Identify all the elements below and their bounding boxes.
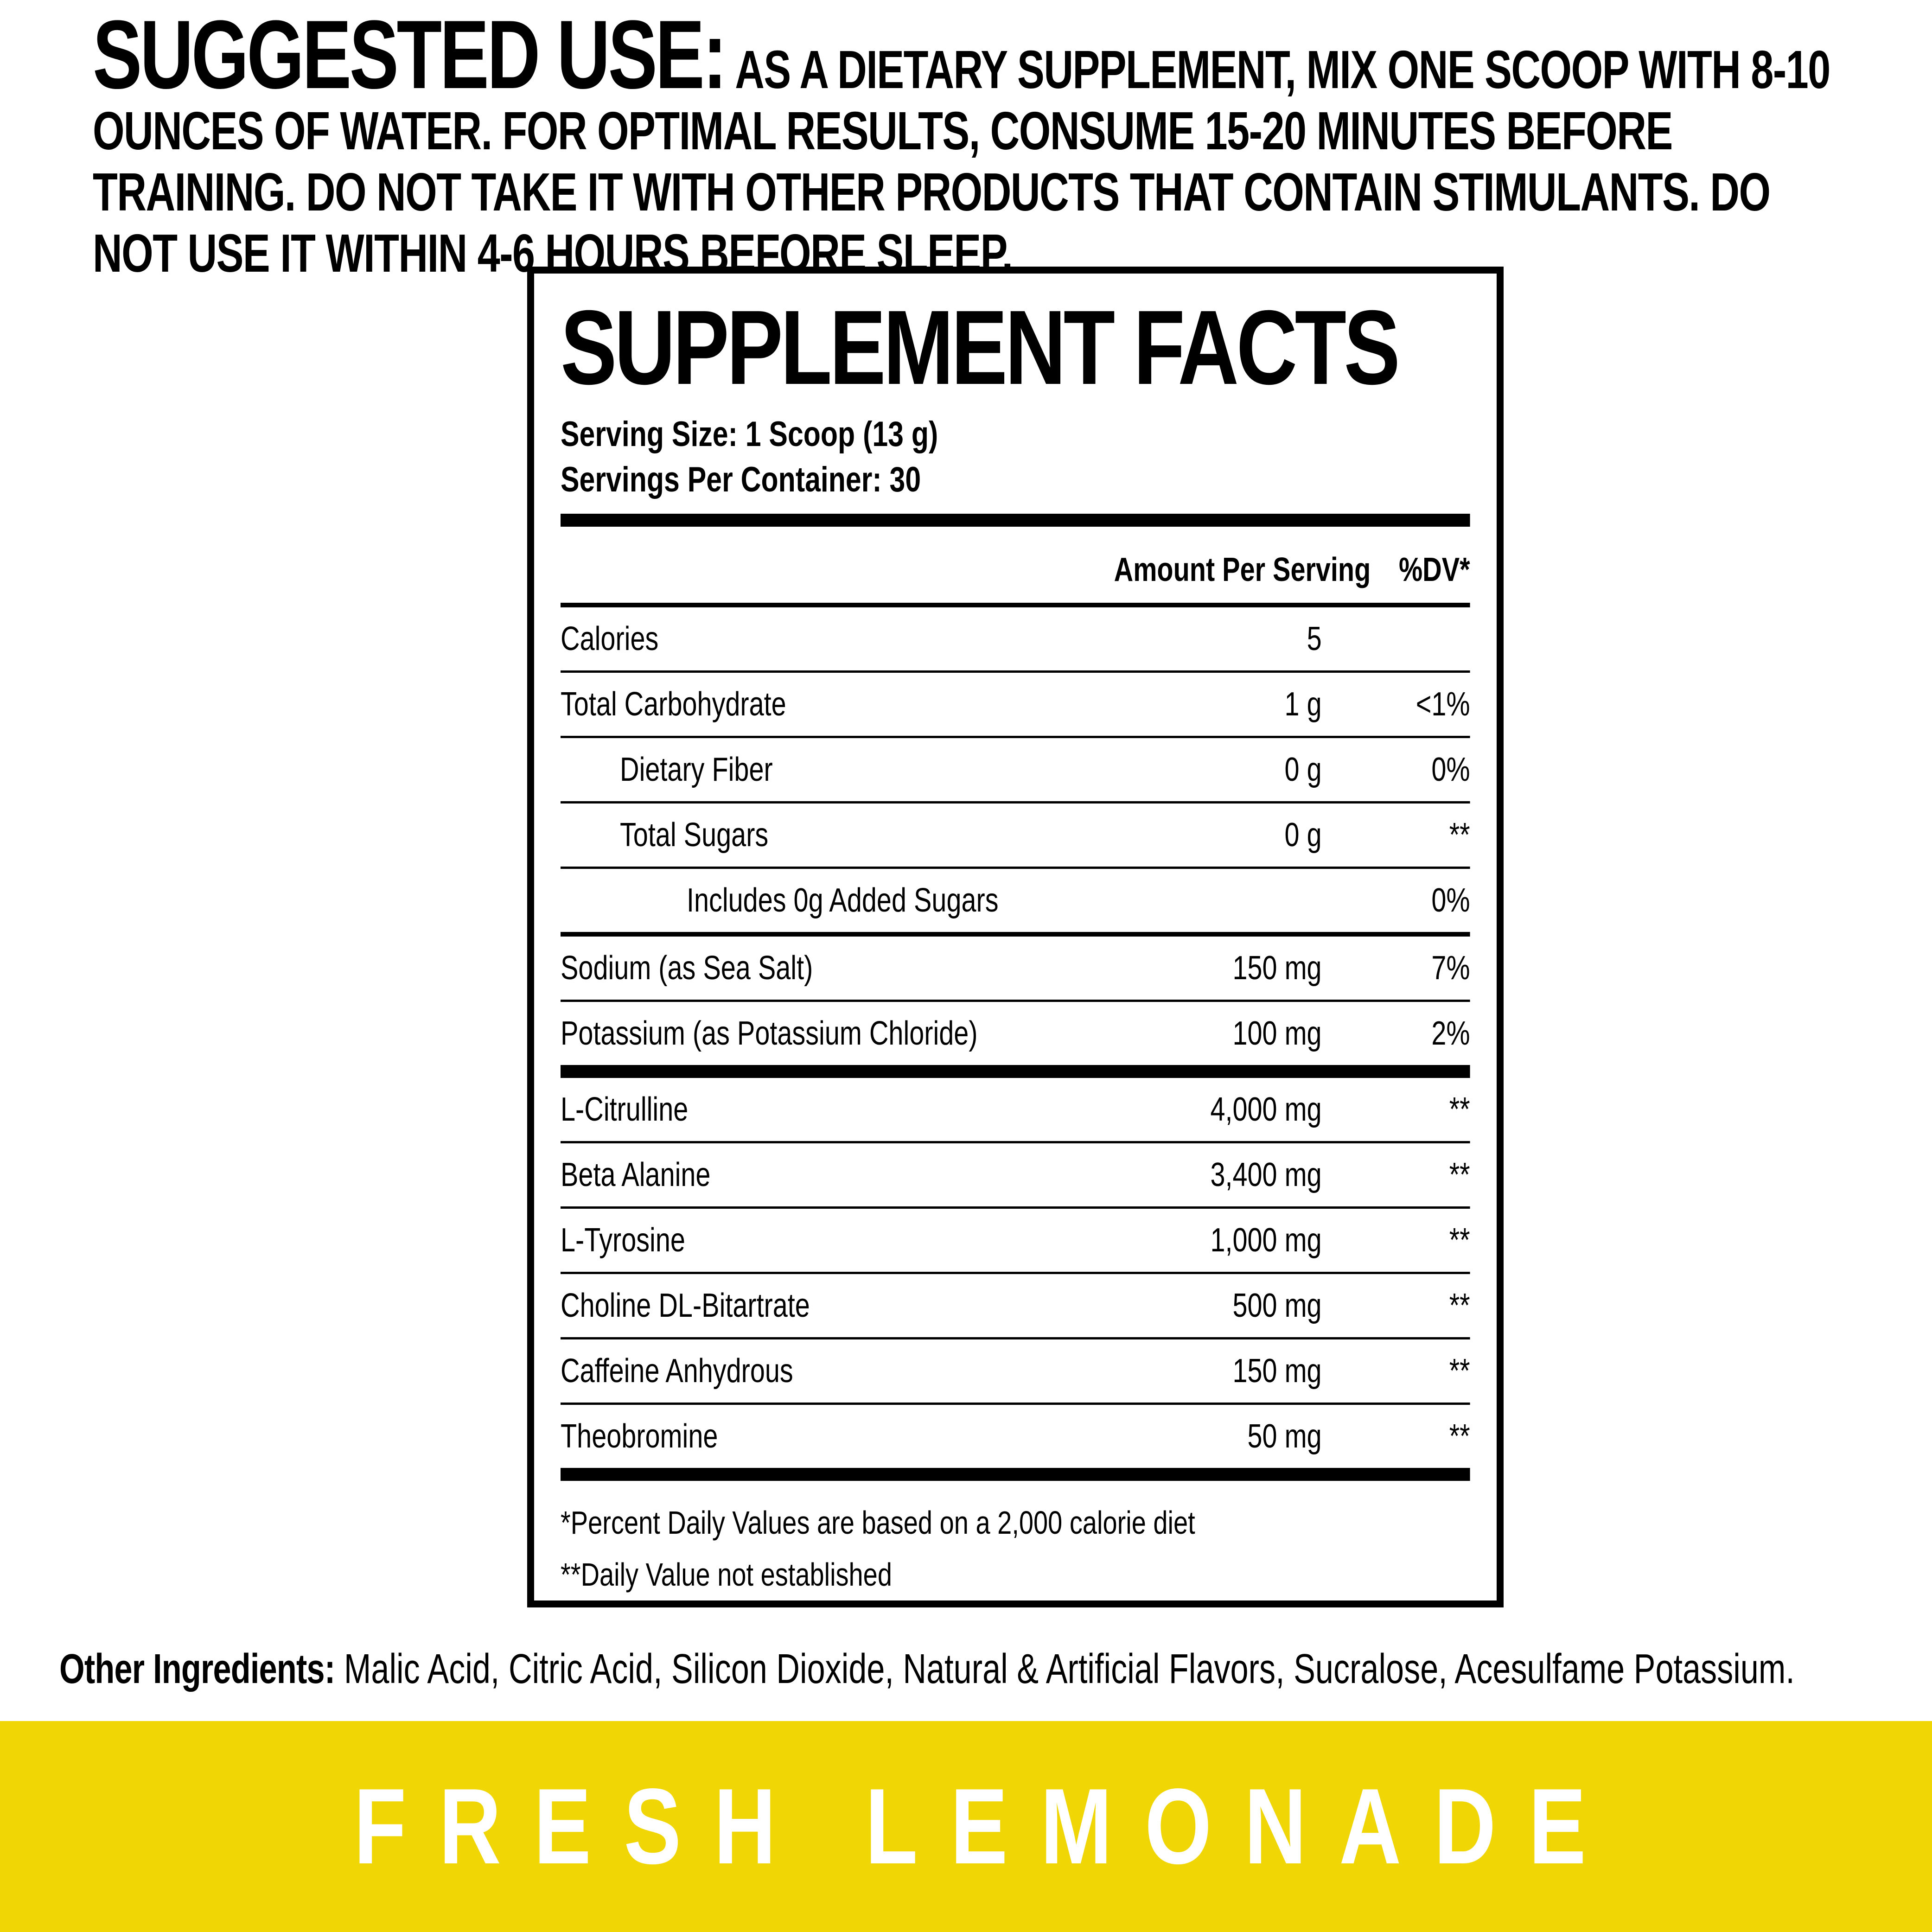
nutrient-name: Total Sugars [620, 816, 769, 854]
nutrient-amount: 100 mg [1232, 1015, 1322, 1052]
table-row: Potassium (as Potassium Chloride) 100 mg… [561, 1002, 1470, 1065]
supplement-facts-panel: SUPPLEMENT FACTS Serving Size: 1 Scoop (… [527, 267, 1504, 1607]
ingredient-name: Theobromine [561, 1418, 718, 1455]
table-row: Beta Alanine 3,400 mg ** [561, 1143, 1470, 1206]
divider-medium [561, 932, 1470, 937]
table-row: Dietary Fiber 0 g 0% [561, 738, 1470, 801]
footnotes: *Percent Daily Values are based on a 2,0… [561, 1497, 1470, 1600]
nutrient-name: Total Carbohydrate [561, 686, 786, 723]
ingredient-amount: 4,000 mg [1210, 1091, 1322, 1128]
other-ingredients-label: Other Ingredients: [59, 1646, 335, 1692]
suggested-use-paragraph: SUGGESTED USE: AS A DIETARY SUPPLEMENT, M… [93, 6, 1841, 284]
nutrient-name: Sodium (as Sea Salt) [561, 950, 813, 987]
table-row: Theobromine 50 mg ** [561, 1405, 1470, 1468]
flavor-banner: FRESH LEMONADE [0, 1721, 1932, 1932]
divider-thin [561, 1272, 1470, 1274]
table-row: Includes 0g Added Sugars 0% [561, 869, 1470, 932]
panel-title: SUPPLEMENT FACTS [561, 289, 1400, 407]
nutrient-name: Includes 0g Added Sugars [687, 882, 999, 919]
ingredient-dv: ** [1449, 1352, 1470, 1390]
ingredient-dv: ** [1449, 1222, 1470, 1259]
nutrient-name: Potassium (as Potassium Chloride) [561, 1015, 978, 1052]
nutrient-amount: 150 mg [1232, 950, 1322, 987]
servings-per-container: Servings Per Container: 30 [561, 460, 921, 499]
flavor-name: FRESH LEMONADE [354, 1766, 1619, 1887]
ingredient-amount: 500 mg [1232, 1287, 1322, 1324]
header-amount-per-serving: Amount Per Serving [1114, 551, 1371, 588]
ingredient-name: Caffeine Anhydrous [561, 1352, 793, 1390]
ingredient-amount: 3,400 mg [1210, 1156, 1322, 1193]
ingredient-amount: 1,000 mg [1210, 1222, 1322, 1259]
other-ingredients-line: Other Ingredients: Malic Acid, Citric Ac… [59, 1644, 1875, 1695]
table-row: Caffeine Anhydrous 150 mg ** [561, 1339, 1470, 1403]
divider-thick [561, 514, 1470, 527]
nutrient-amount: 0 g [1284, 751, 1322, 788]
serving-info: Serving Size: 1 Scoop (13 g) Servings Pe… [561, 412, 1470, 503]
ingredient-amount: 50 mg [1247, 1418, 1322, 1455]
divider-thin [561, 1000, 1470, 1002]
ingredient-dv: ** [1449, 1091, 1470, 1128]
nutrient-dv: 0% [1431, 751, 1470, 788]
suggested-use-heading: SUGGESTED USE: [93, 0, 727, 109]
divider-heavy [561, 603, 1470, 607]
nutrient-dv: 7% [1431, 950, 1470, 987]
table-row: Sodium (as Sea Salt) 150 mg 7% [561, 937, 1470, 1000]
nutrient-dv: <1% [1416, 686, 1470, 723]
serving-size: Serving Size: 1 Scoop (13 g) [561, 414, 938, 454]
table-row: Total Sugars 0 g ** [561, 803, 1470, 867]
suggested-use-section: SUGGESTED USE: AS A DIETARY SUPPLEMENT, M… [93, 6, 1841, 284]
nutrient-amount: 0 g [1284, 816, 1322, 854]
table-header-row: Amount Per Serving %DV* [561, 527, 1470, 603]
divider-thin [561, 1337, 1470, 1339]
divider-thin [561, 1141, 1470, 1143]
header-dv: %DV* [1398, 551, 1470, 588]
nutrient-name: Calories [561, 620, 659, 657]
table-row: Total Carbohydrate 1 g <1% [561, 673, 1470, 736]
ingredient-dv: ** [1449, 1287, 1470, 1324]
ingredient-name: Beta Alanine [561, 1156, 711, 1193]
other-ingredients-list: Malic Acid, Citric Acid, Silicon Dioxide… [344, 1646, 1795, 1692]
divider-thin [561, 1403, 1470, 1405]
table-row: Choline DL-Bitartrate 500 mg ** [561, 1274, 1470, 1337]
divider-thin [561, 801, 1470, 803]
ingredient-dv: ** [1449, 1156, 1470, 1193]
divider-thin [561, 736, 1470, 738]
table-row: L-Tyrosine 1,000 mg ** [561, 1209, 1470, 1272]
nutrient-name: Dietary Fiber [620, 751, 773, 788]
divider-thin [561, 1206, 1470, 1209]
table-row: Calories 5 [561, 607, 1470, 670]
nutrient-dv: 2% [1431, 1015, 1470, 1052]
ingredient-dv: ** [1449, 1418, 1470, 1455]
divider-thin [561, 867, 1470, 869]
ingredient-amount: 150 mg [1232, 1352, 1322, 1390]
ingredient-name: L-Tyrosine [561, 1222, 685, 1259]
nutrient-dv: 0% [1431, 882, 1470, 919]
table-row: L-Citrulline 4,000 mg ** [561, 1078, 1470, 1141]
ingredient-name: L-Citrulline [561, 1091, 689, 1128]
nutrient-amount: 1 g [1284, 686, 1322, 723]
footnote-not-established: **Daily Value not established [561, 1556, 892, 1593]
footnote-dv: *Percent Daily Values are based on a 2,0… [561, 1505, 1195, 1541]
nutrient-amount: 5 [1307, 620, 1322, 657]
divider-thick [561, 1468, 1470, 1481]
divider-thick [561, 1065, 1470, 1078]
ingredient-name: Choline DL-Bitartrate [561, 1287, 810, 1324]
divider-thin [561, 670, 1470, 673]
nutrient-dv: ** [1449, 816, 1470, 854]
